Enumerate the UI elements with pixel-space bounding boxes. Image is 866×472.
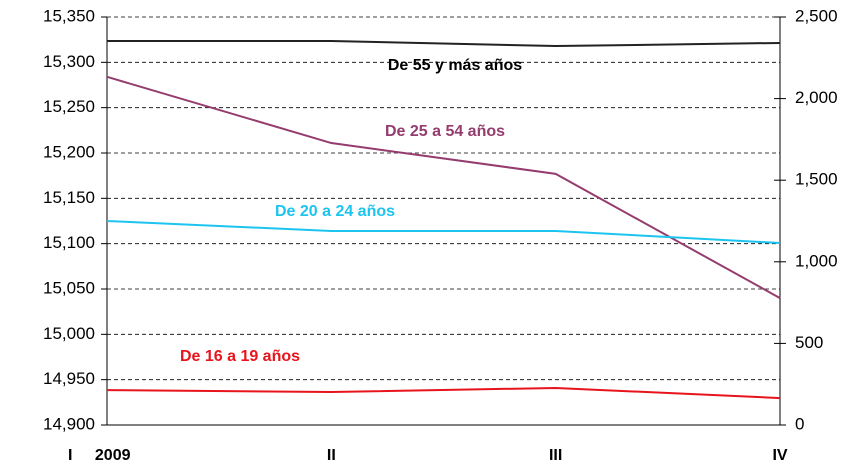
series-line bbox=[106, 75, 781, 299]
series-line bbox=[106, 220, 781, 245]
x-tick-label: III bbox=[549, 447, 562, 464]
x-tick-label: IV bbox=[772, 447, 787, 464]
y2-tick-label: 0 bbox=[795, 414, 804, 433]
y-tick-label: 14,950 bbox=[43, 369, 95, 388]
x-tick-label: I 2009 bbox=[68, 447, 131, 464]
series-label: De 55 y más años bbox=[388, 57, 522, 74]
series-label: De 20 a 24 años bbox=[275, 203, 395, 220]
series-line bbox=[107, 39, 781, 48]
y-tick-label: 15,150 bbox=[43, 188, 95, 207]
series-line bbox=[106, 386, 781, 400]
series-label: De 16 a 19 años bbox=[180, 348, 300, 365]
y-tick-label: 15,300 bbox=[43, 52, 95, 71]
y-tick-label: 15,050 bbox=[43, 278, 95, 297]
y2-tick-label: 1,500 bbox=[795, 170, 838, 189]
y2-tick-label: 1,000 bbox=[795, 251, 838, 270]
y2-tick-label: 2,000 bbox=[795, 88, 838, 107]
y-tick-label: 14,900 bbox=[43, 414, 95, 433]
y-tick-label: 15,200 bbox=[43, 142, 95, 161]
y-tick-label: 15,000 bbox=[43, 324, 95, 343]
y-tick-label: 15,100 bbox=[43, 233, 95, 252]
series-label: De 25 a 54 años bbox=[385, 123, 505, 140]
y2-tick-label: 2,500 bbox=[795, 6, 838, 25]
y-tick-label: 15,250 bbox=[43, 97, 95, 116]
y-tick-label: 15,350 bbox=[43, 6, 95, 25]
x-tick-label: II bbox=[327, 447, 336, 464]
y2-tick-label: 500 bbox=[795, 333, 823, 352]
